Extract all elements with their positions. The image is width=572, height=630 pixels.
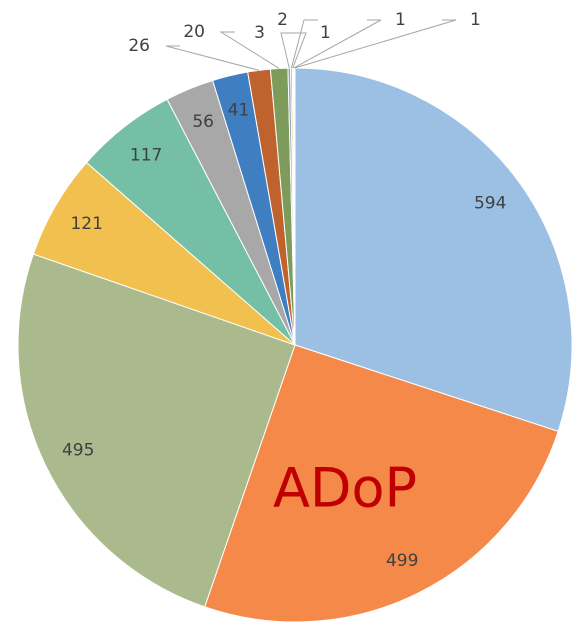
leader-line xyxy=(290,19,318,69)
data-label: 26 xyxy=(128,36,150,56)
data-label: 117 xyxy=(130,145,162,165)
data-label: 121 xyxy=(70,214,102,234)
data-label: 1 xyxy=(395,10,406,30)
leader-line xyxy=(294,19,457,69)
annotation: ADoP xyxy=(273,457,417,520)
data-label: 499 xyxy=(386,551,418,571)
leader-line xyxy=(280,32,295,69)
pie-slice xyxy=(294,67,572,432)
leader-line xyxy=(219,31,280,69)
data-label: 495 xyxy=(62,440,94,460)
data-label: 41 xyxy=(228,101,250,121)
data-label: 2 xyxy=(277,10,288,30)
data-label: 20 xyxy=(183,22,205,42)
leader-line xyxy=(293,19,382,69)
data-label: 1 xyxy=(320,23,331,43)
data-label: 56 xyxy=(192,112,214,132)
leader-line xyxy=(165,45,260,71)
data-label: 1 xyxy=(470,10,481,30)
pie-slice xyxy=(17,253,296,608)
data-label: 594 xyxy=(474,194,506,214)
pie-slice xyxy=(204,344,559,623)
data-label: 3 xyxy=(254,23,265,43)
leader-line xyxy=(292,32,307,69)
